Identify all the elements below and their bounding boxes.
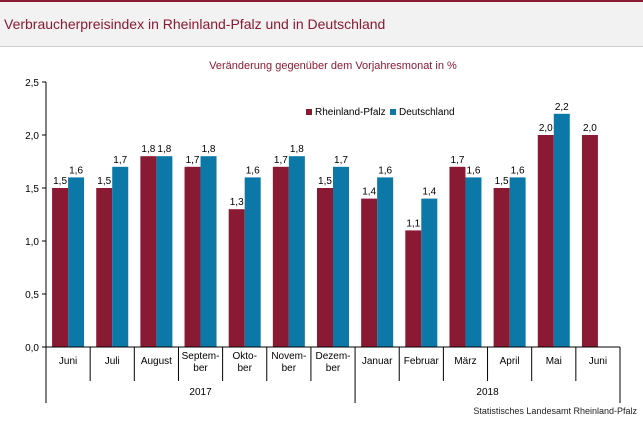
chart-panel: Veränderung gegenüber dem Vorjahresmonat… <box>0 46 643 425</box>
legend-label-rlp: Rheinland-Pfalz <box>315 107 386 118</box>
data-label: 1,8 <box>141 144 155 155</box>
data-label: 1,8 <box>202 144 216 155</box>
category-label: Novem- <box>271 351 306 362</box>
data-label: 1,6 <box>467 165 481 176</box>
data-label: 1,8 <box>157 144 171 155</box>
source-note: Statistisches Landesamt Rheinland-Pfalz <box>473 406 637 416</box>
data-label: 1,8 <box>290 144 304 155</box>
bar-de <box>156 156 173 347</box>
category-label: Februar <box>404 356 440 367</box>
y-tick-label: 0,0 <box>25 343 39 354</box>
bar-de <box>465 177 482 347</box>
category-label: März <box>454 356 476 367</box>
data-label: 2,0 <box>583 123 597 134</box>
category-label: Januar <box>362 356 393 367</box>
category-label: Septem- <box>182 351 220 362</box>
category-label: April <box>500 356 520 367</box>
legend-swatch-de <box>390 109 396 115</box>
y-tick-label: 1,5 <box>25 184 39 195</box>
data-label: 1,7 <box>113 155 127 166</box>
data-label: 1,5 <box>318 176 332 187</box>
legend-swatch-rlp <box>306 109 312 115</box>
bar-de <box>377 177 394 347</box>
data-label: 1,7 <box>274 155 288 166</box>
category-label: ber <box>193 363 208 374</box>
year-label: 2018 <box>476 387 499 398</box>
bar-de <box>244 177 261 347</box>
data-label: 1,6 <box>69 165 83 176</box>
data-label: 1,4 <box>362 187 376 198</box>
data-label: 1,1 <box>406 218 420 229</box>
bar-rlp <box>52 188 69 347</box>
bar-de <box>509 177 526 347</box>
category-label: Okto- <box>232 351 256 362</box>
y-tick-label: 2,0 <box>25 131 39 142</box>
chart-title: Verbraucherpreisindex in Rheinland-Pfalz… <box>4 16 386 32</box>
bar-rlp <box>537 135 554 347</box>
data-label: 1,5 <box>97 176 111 187</box>
bar-rlp <box>449 166 466 347</box>
bar-rlp <box>493 188 510 347</box>
data-label: 1,6 <box>378 165 392 176</box>
bar-de <box>421 198 438 347</box>
data-label: 1,3 <box>230 197 244 208</box>
data-label: 1,7 <box>186 155 200 166</box>
chart-subtitle: Veränderung gegenüber dem Vorjahresmonat… <box>209 60 457 72</box>
category-label: Juli <box>105 356 120 367</box>
category-label: Juni <box>59 356 77 367</box>
data-label: 2,0 <box>539 123 553 134</box>
bar-rlp <box>140 156 157 347</box>
bar-rlp <box>228 209 245 347</box>
bar-de <box>112 166 129 347</box>
data-label: 1,7 <box>451 155 465 166</box>
y-tick-label: 2,5 <box>25 78 39 89</box>
bar-de <box>68 177 85 347</box>
bar-rlp <box>317 188 333 347</box>
category-label: ber <box>282 363 297 374</box>
bar-rlp <box>361 198 378 347</box>
bar-de <box>333 166 349 347</box>
bar-de <box>200 156 217 347</box>
category-label: ber <box>326 363 341 374</box>
bar-de <box>553 113 570 347</box>
category-label: Juni <box>589 356 607 367</box>
chart-svg: Veränderung gegenüber dem Vorjahresmonat… <box>25 60 621 403</box>
category-label: August <box>141 356 172 367</box>
bar-rlp <box>405 230 422 347</box>
bar-de <box>288 156 305 347</box>
bar-rlp <box>96 188 113 347</box>
bar-rlp <box>272 166 289 347</box>
data-label: 2,2 <box>555 102 569 113</box>
data-label: 1,5 <box>53 176 67 187</box>
category-label: Dezem- <box>315 351 350 362</box>
y-tick-label: 0,5 <box>25 290 39 301</box>
y-tick-label: 1,0 <box>25 237 39 248</box>
category-label: ber <box>237 363 252 374</box>
year-label: 2017 <box>189 387 212 398</box>
legend-label-de: Deutschland <box>399 107 455 118</box>
category-label: Mai <box>546 356 562 367</box>
data-label: 1,7 <box>334 155 348 166</box>
bar-rlp <box>184 166 201 347</box>
data-label: 1,6 <box>511 165 525 176</box>
data-label: 1,4 <box>422 187 436 198</box>
bar-rlp <box>581 135 598 347</box>
data-label: 1,6 <box>246 165 260 176</box>
data-label: 1,5 <box>495 176 509 187</box>
